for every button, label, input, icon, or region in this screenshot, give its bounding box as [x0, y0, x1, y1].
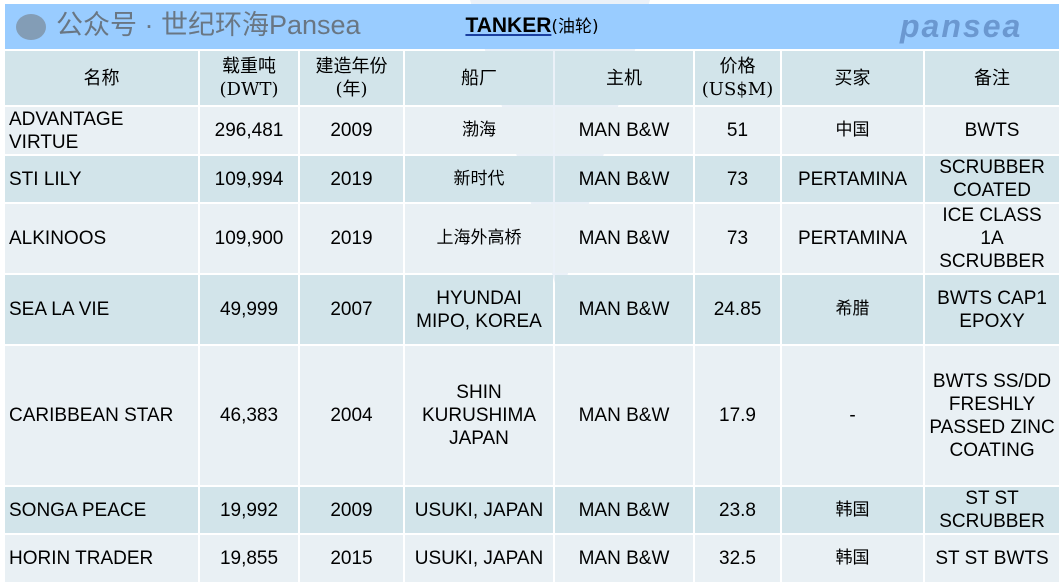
- cell-engine: MAN B&W: [555, 107, 693, 154]
- cell-remarks: BWTS: [925, 107, 1060, 154]
- cell-price: 24.85: [695, 275, 780, 344]
- cell-dwt: 109,994: [200, 156, 298, 202]
- cell-engine: MAN B&W: [555, 487, 693, 533]
- cell-yard: USUKI, JAPAN: [405, 535, 553, 582]
- column-header: 名称: [5, 51, 198, 105]
- cell-price: 23.8: [695, 487, 780, 533]
- cell-name: SEA LA VIE: [5, 275, 198, 344]
- column-header: 载重吨 (DWT): [200, 51, 298, 105]
- cell-name: STI LILY: [5, 156, 198, 202]
- table-row: SEA LA VIE 49,999 2007 HYUNDAI MIPO, KOREA M…: [5, 275, 1060, 344]
- cell-price: 32.5: [695, 535, 780, 582]
- cell-engine: MAN B&W: [555, 275, 693, 344]
- table-row: ALKINOOS 109,900 2019 上海外高桥 MAN B&W 73 PERTAMI…: [5, 204, 1060, 273]
- header-row: 名称 载重吨 (DWT) 建造年份 (年) 船厂 主机 价格 (US$M) 买家 备注: [5, 51, 1060, 105]
- cell-buyer: -: [782, 346, 923, 485]
- cell-year: 2015: [300, 535, 403, 582]
- cell-name: ADVANTAGE VIRTUE: [5, 107, 198, 154]
- cell-remarks: ST ST BWTS: [925, 535, 1060, 582]
- cell-dwt: 19,992: [200, 487, 298, 533]
- cell-buyer: 中国: [782, 107, 923, 154]
- cell-yard: 渤海: [405, 107, 553, 154]
- cell-remarks: ICE CLASS 1A SCRUBBER: [925, 204, 1060, 273]
- cell-name: SONGA PEACE: [5, 487, 198, 533]
- table-row: SONGA PEACE 19,992 2009 USUKI, JAPAN MAN B&W…: [5, 487, 1060, 533]
- cell-year: 2004: [300, 346, 403, 485]
- column-header: 主机: [555, 51, 693, 105]
- column-header: 买家: [782, 51, 923, 105]
- cell-dwt: 296,481: [200, 107, 298, 154]
- cell-buyer: 韩国: [782, 487, 923, 533]
- table-row: STI LILY 109,994 2019 新时代 MAN B&W 73 PERTAMINA…: [5, 156, 1060, 202]
- table-title: TANKER(油轮): [5, 4, 1060, 49]
- cell-remarks: BWTS SS/DD FRESHLY PASSED ZINC COATING: [925, 346, 1060, 485]
- cell-buyer: PERTAMINA: [782, 204, 923, 273]
- cell-price: 51: [695, 107, 780, 154]
- cell-name: CARIBBEAN STAR: [5, 346, 198, 485]
- column-header: 建造年份 (年): [300, 51, 403, 105]
- cell-engine: MAN B&W: [555, 204, 693, 273]
- cell-yard: 新时代: [405, 156, 553, 202]
- cell-buyer: 韩国: [782, 535, 923, 582]
- table-row: CARIBBEAN STAR 46,383 2004 SHIN KURUSHIMA J…: [5, 346, 1060, 485]
- cell-year: 2019: [300, 204, 403, 273]
- cell-year: 2009: [300, 487, 403, 533]
- cell-year: 2019: [300, 156, 403, 202]
- cell-remarks: ST ST SCRUBBER: [925, 487, 1060, 533]
- column-header: 船厂: [405, 51, 553, 105]
- cell-price: 73: [695, 204, 780, 273]
- cell-price: 17.9: [695, 346, 780, 485]
- tanker-sales-table: TANKER(油轮) 名称 载重吨 (DWT) 建造年份 (年) 船厂 主机 价格 (US…: [3, 2, 1061, 584]
- cell-year: 2007: [300, 275, 403, 344]
- cell-name: HORIN TRADER: [5, 535, 198, 582]
- cell-buyer: 希腊: [782, 275, 923, 344]
- cell-dwt: 19,855: [200, 535, 298, 582]
- cell-buyer: PERTAMINA: [782, 156, 923, 202]
- cell-yard: 上海外高桥: [405, 204, 553, 273]
- column-header: 价格 (US$M): [695, 51, 780, 105]
- table-row: HORIN TRADER 19,855 2015 USUKI, JAPAN MAN B&…: [5, 535, 1060, 582]
- cell-dwt: 46,383: [200, 346, 298, 485]
- table-row: ADVANTAGE VIRTUE 296,481 2009 渤海 MAN B&W 51 中国…: [5, 107, 1060, 154]
- cell-engine: MAN B&W: [555, 156, 693, 202]
- cell-dwt: 109,900: [200, 204, 298, 273]
- cell-yard: SHIN KURUSHIMA JAPAN: [405, 346, 553, 485]
- cell-engine: MAN B&W: [555, 535, 693, 582]
- cell-engine: MAN B&W: [555, 346, 693, 485]
- cell-yard: USUKI, JAPAN: [405, 487, 553, 533]
- cell-yard: HYUNDAI MIPO, KOREA: [405, 275, 553, 344]
- cell-name: ALKINOOS: [5, 204, 198, 273]
- cell-remarks: SCRUBBER COATED: [925, 156, 1060, 202]
- cell-year: 2009: [300, 107, 403, 154]
- cell-remarks: BWTS CAP1 EPOXY: [925, 275, 1060, 344]
- column-header: 备注: [925, 51, 1060, 105]
- cell-dwt: 49,999: [200, 275, 298, 344]
- cell-price: 73: [695, 156, 780, 202]
